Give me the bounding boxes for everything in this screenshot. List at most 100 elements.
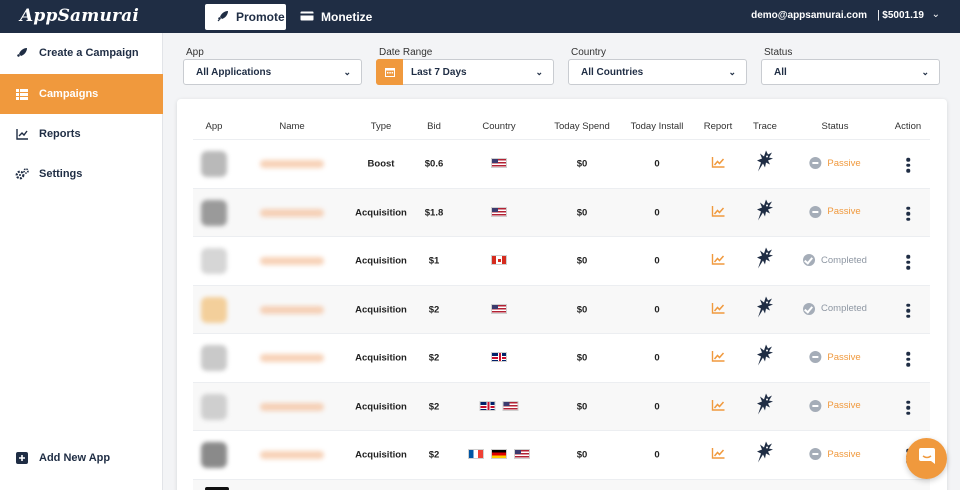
account-balance[interactable]: $5001.19	[882, 10, 924, 21]
campaign-name-redacted[interactable]	[260, 208, 324, 217]
app-filter-label: App	[186, 47, 204, 58]
status-badge: Passive	[809, 448, 861, 460]
campaign-countries: gb	[491, 352, 507, 362]
report-chart-icon[interactable]	[711, 155, 725, 173]
list-icon	[15, 88, 29, 100]
row-actions-menu-icon[interactable]	[902, 350, 914, 369]
sidebar-item-reports[interactable]: Reports	[0, 114, 163, 154]
chevron-down-icon[interactable]: ⌄	[931, 9, 940, 20]
trace-samurai-icon[interactable]	[756, 392, 774, 421]
status-filter-label: Status	[764, 47, 793, 58]
today-spend: $0	[576, 207, 588, 218]
chat-support-button[interactable]	[906, 438, 947, 479]
campaign-name-redacted[interactable]	[260, 354, 324, 362]
table-row[interactable]: Boost $0.6 us $0 0 Passive	[193, 139, 930, 187]
sidebar-item-label: Reports	[39, 128, 81, 140]
status-label: Passive	[827, 400, 861, 411]
gears-icon	[15, 168, 29, 180]
report-chart-icon[interactable]	[711, 398, 725, 416]
minus-circle-icon	[809, 205, 822, 218]
campaign-type: Acquisition	[355, 255, 407, 267]
row-actions-menu-icon[interactable]	[902, 398, 914, 417]
table-row-partial	[193, 479, 930, 490]
campaign-bid: $0.6	[424, 158, 444, 170]
app-thumbnail[interactable]	[201, 345, 227, 371]
status-badge: Passive	[809, 351, 861, 363]
table-row[interactable]: Acquisition $2 gb $0 0 Passive	[193, 333, 930, 381]
report-chart-icon[interactable]	[711, 252, 725, 270]
app-thumbnail[interactable]	[201, 151, 227, 177]
campaign-bid: $1.8	[424, 207, 444, 218]
report-chart-icon[interactable]	[711, 204, 725, 222]
campaign-bid: $1	[428, 255, 440, 267]
app-thumbnail	[205, 487, 229, 490]
table-row[interactable]: Acquisition $2 us $0 0 Completed	[193, 284, 930, 333]
status-label: Passive	[827, 157, 861, 169]
row-actions-menu-icon[interactable]	[902, 156, 914, 175]
monetize-label: Monetize	[321, 10, 373, 24]
check-circle-icon	[803, 254, 816, 266]
row-actions-menu-icon[interactable]	[902, 204, 914, 223]
flag-us-icon: us	[502, 400, 519, 411]
minus-circle-icon	[809, 157, 822, 169]
trace-samurai-icon[interactable]	[756, 441, 774, 470]
sidebar-item-campaigns[interactable]: Campaigns	[0, 74, 163, 114]
user-email[interactable]: demo@appsamurai.com	[751, 10, 867, 21]
country-filter-select[interactable]: All Countries ⌄	[568, 59, 747, 85]
status-badge: Completed	[803, 302, 867, 315]
trace-samurai-icon[interactable]	[756, 344, 774, 373]
chevron-down-icon: ⌄	[921, 67, 929, 77]
today-install: 0	[654, 207, 660, 218]
app-thumbnail[interactable]	[201, 442, 227, 468]
trace-samurai-icon[interactable]	[756, 198, 774, 227]
app-thumbnail[interactable]	[201, 199, 227, 226]
campaign-type: Acquisition	[355, 401, 407, 412]
campaign-bid: $2	[428, 304, 440, 315]
trace-samurai-icon[interactable]	[756, 295, 774, 324]
campaign-name-redacted[interactable]	[260, 451, 324, 459]
app-logo[interactable]: AppSamurai	[20, 6, 140, 26]
add-new-app-label: Add New App	[39, 452, 111, 464]
campaign-name-redacted[interactable]	[260, 305, 324, 314]
app-filter-select[interactable]: All Applications ⌄	[183, 59, 362, 85]
table-row[interactable]: Acquisition $2 frdeus $0 0 Passive	[193, 430, 930, 478]
date-range-select[interactable]: Last 7 Days ⌄	[376, 59, 554, 85]
report-chart-icon[interactable]	[711, 301, 725, 319]
status-filter-value: All	[774, 66, 787, 78]
sidebar-item-label: Create a Campaign	[39, 47, 139, 59]
today-spend: $0	[576, 352, 588, 364]
app-thumbnail[interactable]	[201, 248, 227, 274]
app-thumbnail[interactable]	[201, 296, 227, 323]
report-chart-icon[interactable]	[711, 446, 725, 464]
table-row[interactable]: Acquisition $1 ca $0 0 Completed	[193, 236, 930, 284]
today-spend: $0	[576, 158, 588, 170]
row-actions-menu-icon[interactable]	[902, 253, 914, 272]
trace-samurai-icon[interactable]	[756, 150, 774, 179]
add-new-app-button[interactable]: Add New App	[0, 438, 163, 478]
campaign-name-redacted[interactable]	[260, 402, 324, 411]
app-thumbnail[interactable]	[201, 393, 227, 420]
status-filter-select[interactable]: All ⌄	[761, 59, 940, 85]
today-install: 0	[654, 449, 660, 461]
table-row[interactable]: Acquisition $2 gbus $0 0 Passive	[193, 381, 930, 430]
campaign-type: Acquisition	[355, 352, 407, 364]
monetize-tab[interactable]: Monetize	[288, 4, 384, 30]
promote-tab[interactable]: Promote	[205, 4, 286, 30]
today-install: 0	[654, 352, 660, 364]
top-bar: AppSamurai Promote Monetize demo@appsamu…	[0, 0, 960, 33]
column-header-type: Type	[370, 121, 392, 132]
campaign-name-redacted[interactable]	[260, 160, 324, 168]
campaign-name-redacted[interactable]	[260, 257, 324, 265]
report-chart-icon[interactable]	[711, 349, 725, 367]
flag-fr-icon: fr	[468, 449, 484, 459]
row-actions-menu-icon[interactable]	[902, 301, 914, 320]
flag-us-icon: us	[491, 206, 507, 217]
plus-square-icon	[15, 452, 29, 464]
flag-de-icon: de	[491, 449, 507, 459]
table-row[interactable]: Acquisition $1.8 us $0 0 Passive	[193, 187, 930, 236]
sidebar-item-settings[interactable]: Settings	[0, 154, 163, 194]
today-spend: $0	[576, 304, 588, 315]
sidebar-item-create-campaign[interactable]: Create a Campaign	[0, 33, 163, 73]
status-label: Passive	[827, 351, 861, 363]
trace-samurai-icon[interactable]	[756, 247, 774, 276]
